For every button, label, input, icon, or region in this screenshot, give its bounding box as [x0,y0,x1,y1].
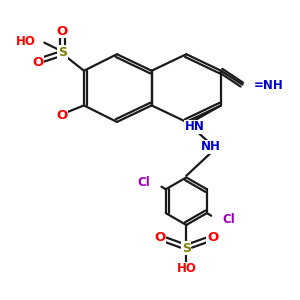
Text: O: O [57,25,68,38]
Text: O: O [154,231,166,244]
Text: NH: NH [201,140,221,153]
Text: Cl: Cl [138,176,151,189]
Text: O: O [32,56,43,69]
Text: =NH: =NH [254,80,284,92]
Text: S: S [58,46,67,59]
Text: HN: HN [184,120,205,134]
Text: O: O [56,110,68,122]
Text: Cl: Cl [222,213,235,226]
Text: S: S [182,242,191,255]
Text: O: O [207,231,218,244]
Text: HO: HO [176,262,196,275]
Text: HO: HO [16,34,36,47]
